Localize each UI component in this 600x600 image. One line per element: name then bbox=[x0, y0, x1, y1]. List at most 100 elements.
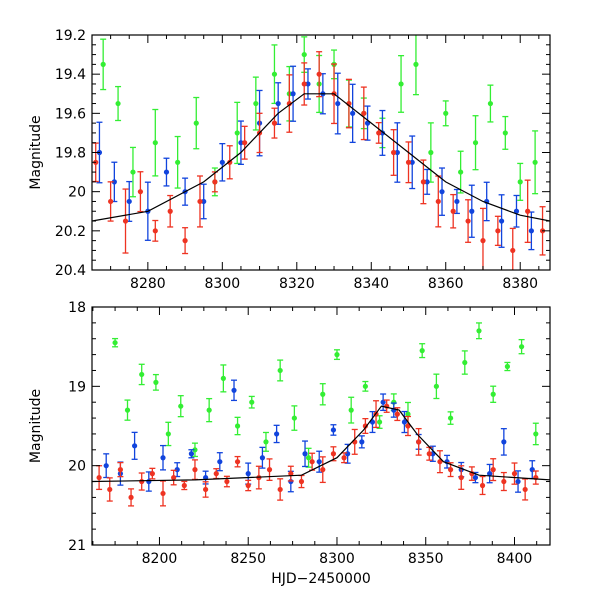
series-1 bbox=[112, 322, 539, 468]
data-point bbox=[330, 446, 337, 462]
x-tick-label: 8250 bbox=[230, 551, 266, 567]
data-point bbox=[191, 459, 198, 481]
data-point bbox=[112, 337, 119, 348]
data-point bbox=[475, 322, 482, 340]
data-point bbox=[193, 96, 200, 150]
data-point bbox=[362, 417, 369, 435]
y-tick-label: 19.6 bbox=[55, 106, 86, 122]
data-point bbox=[518, 338, 525, 355]
data-point bbox=[273, 424, 280, 444]
data-point bbox=[298, 474, 305, 489]
data-point bbox=[369, 410, 376, 434]
data-point bbox=[152, 219, 159, 242]
data-point bbox=[376, 415, 383, 429]
data-point bbox=[271, 44, 278, 105]
data-point bbox=[522, 478, 529, 501]
data-point bbox=[511, 462, 518, 485]
data-point bbox=[252, 76, 259, 131]
data-point bbox=[401, 410, 408, 434]
data-point bbox=[286, 74, 293, 133]
data-point bbox=[302, 440, 309, 468]
data-point bbox=[504, 361, 511, 372]
data-point bbox=[316, 450, 323, 473]
data-point bbox=[128, 488, 135, 507]
data-point bbox=[200, 183, 207, 220]
data-point bbox=[271, 107, 278, 139]
data-point bbox=[348, 396, 355, 424]
plot-frame bbox=[91, 306, 551, 546]
data-point bbox=[149, 467, 156, 480]
data-point bbox=[447, 462, 454, 478]
data-point bbox=[241, 125, 248, 160]
data-point bbox=[309, 452, 316, 471]
data-point bbox=[259, 446, 266, 469]
data-point bbox=[420, 159, 427, 205]
plot-frame bbox=[91, 34, 551, 271]
y-axis-title: Magnitude bbox=[28, 389, 44, 463]
data-point bbox=[419, 343, 426, 359]
y-tick-label: 21 bbox=[68, 538, 86, 554]
data-point bbox=[160, 480, 167, 507]
x-tick-label: 8200 bbox=[142, 551, 178, 567]
data-point bbox=[245, 479, 252, 492]
data-point bbox=[409, 135, 416, 190]
data-point bbox=[532, 470, 539, 485]
data-point bbox=[266, 458, 273, 482]
data-point bbox=[319, 383, 326, 406]
data-point bbox=[364, 105, 371, 141]
data-point bbox=[137, 171, 144, 213]
data-point bbox=[524, 179, 531, 243]
y-tick-label: 20 bbox=[68, 185, 86, 201]
data-point bbox=[220, 364, 227, 393]
data-point bbox=[433, 373, 440, 400]
data-point bbox=[107, 181, 114, 222]
x-tick-label: 8400 bbox=[497, 551, 533, 567]
y-tick-label: 19.8 bbox=[55, 146, 86, 162]
data-point bbox=[513, 194, 520, 228]
data-point bbox=[500, 428, 507, 456]
data-point bbox=[152, 373, 159, 391]
data-point bbox=[138, 472, 145, 491]
data-point bbox=[231, 379, 238, 402]
data-point bbox=[487, 84, 494, 123]
x-axis-title: HJD−2450000 bbox=[271, 571, 371, 587]
data-point bbox=[122, 188, 129, 254]
data-point bbox=[412, 35, 419, 96]
data-point bbox=[398, 55, 405, 113]
data-point bbox=[442, 100, 449, 127]
data-point bbox=[316, 51, 323, 98]
data-point bbox=[415, 427, 422, 456]
data-point bbox=[290, 65, 297, 122]
data-point bbox=[305, 447, 312, 468]
data-point bbox=[275, 82, 282, 125]
data-point bbox=[167, 194, 174, 228]
data-point bbox=[165, 421, 172, 447]
data-point bbox=[427, 122, 434, 183]
data-point bbox=[515, 470, 522, 493]
x-tick-label: 8340 bbox=[353, 276, 389, 292]
data-point bbox=[100, 38, 107, 91]
y-axis-title: Magnitude bbox=[28, 115, 44, 189]
data-point bbox=[262, 431, 269, 452]
data-point bbox=[405, 141, 412, 184]
data-point bbox=[291, 405, 298, 431]
data-point bbox=[532, 422, 539, 446]
data-point bbox=[319, 456, 326, 484]
x-tick-label: 8300 bbox=[319, 551, 355, 567]
data-point bbox=[500, 471, 507, 492]
data-point bbox=[358, 435, 365, 449]
data-point bbox=[472, 115, 479, 171]
data-point bbox=[182, 227, 189, 255]
data-point bbox=[237, 120, 244, 166]
y-tick-label: 20.4 bbox=[55, 263, 86, 279]
data-point bbox=[436, 450, 443, 474]
data-point bbox=[96, 465, 103, 491]
series-3 bbox=[92, 51, 546, 270]
data-point bbox=[439, 167, 446, 216]
data-point bbox=[234, 455, 241, 468]
data-point bbox=[188, 449, 195, 459]
data-point bbox=[426, 446, 433, 461]
data-point bbox=[498, 194, 505, 248]
data-point bbox=[152, 108, 159, 177]
